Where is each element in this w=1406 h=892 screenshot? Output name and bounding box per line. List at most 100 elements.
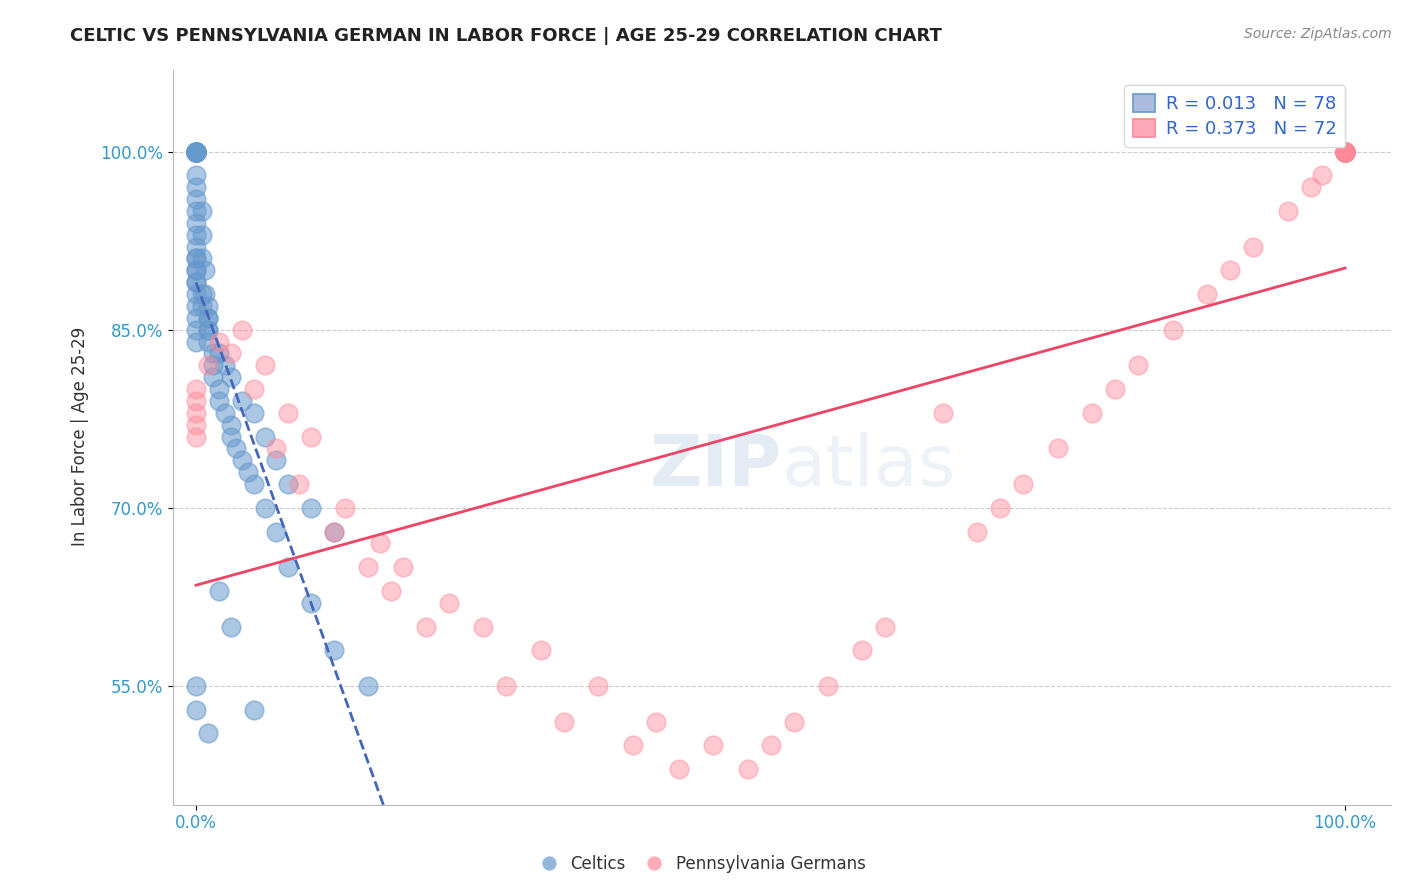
- Point: [932, 406, 955, 420]
- Point: [184, 429, 207, 443]
- Point: [231, 323, 253, 337]
- Point: [184, 145, 207, 159]
- Point: [553, 714, 575, 729]
- Point: [208, 584, 231, 599]
- Point: [197, 299, 219, 313]
- Point: [299, 596, 322, 610]
- Point: [194, 287, 217, 301]
- Point: [759, 739, 782, 753]
- Point: [242, 703, 264, 717]
- Point: [266, 442, 288, 456]
- Point: [1128, 359, 1150, 373]
- Point: [782, 714, 804, 729]
- Point: [1334, 145, 1357, 159]
- Text: Source: ZipAtlas.com: Source: ZipAtlas.com: [1244, 27, 1392, 41]
- Point: [191, 227, 214, 242]
- Point: [208, 334, 231, 349]
- Y-axis label: In Labor Force | Age 25-29: In Labor Force | Age 25-29: [72, 327, 89, 546]
- Point: [1310, 169, 1333, 183]
- Point: [184, 323, 207, 337]
- Point: [191, 299, 214, 313]
- Point: [191, 204, 214, 219]
- Point: [231, 394, 253, 409]
- Point: [202, 346, 225, 360]
- Point: [184, 145, 207, 159]
- Point: [208, 394, 231, 409]
- Point: [851, 643, 873, 657]
- Legend: Celtics, Pennsylvania Germans: Celtics, Pennsylvania Germans: [534, 848, 872, 880]
- Text: atlas: atlas: [782, 432, 956, 500]
- Point: [288, 477, 311, 491]
- Point: [253, 429, 276, 443]
- Point: [368, 536, 391, 550]
- Point: [236, 465, 259, 479]
- Point: [242, 406, 264, 420]
- Point: [392, 560, 415, 574]
- Point: [586, 679, 609, 693]
- Point: [184, 169, 207, 183]
- Point: [1334, 145, 1357, 159]
- Point: [202, 359, 225, 373]
- Point: [1334, 145, 1357, 159]
- Point: [817, 679, 839, 693]
- Point: [184, 287, 207, 301]
- Point: [1161, 323, 1184, 337]
- Point: [1334, 145, 1357, 159]
- Point: [277, 560, 299, 574]
- Point: [1334, 145, 1357, 159]
- Point: [184, 145, 207, 159]
- Point: [197, 323, 219, 337]
- Point: [197, 323, 219, 337]
- Point: [184, 310, 207, 325]
- Point: [380, 584, 402, 599]
- Point: [335, 500, 357, 515]
- Point: [357, 679, 380, 693]
- Point: [1012, 477, 1035, 491]
- Point: [988, 500, 1011, 515]
- Point: [299, 500, 322, 515]
- Point: [1299, 180, 1322, 194]
- Point: [1197, 287, 1219, 301]
- Point: [219, 346, 242, 360]
- Point: [184, 394, 207, 409]
- Point: [242, 382, 264, 396]
- Point: [1334, 145, 1357, 159]
- Point: [197, 726, 219, 740]
- Point: [1334, 145, 1357, 159]
- Point: [415, 619, 437, 633]
- Point: [266, 524, 288, 539]
- Text: CELTIC VS PENNSYLVANIA GERMAN IN LABOR FORCE | AGE 25-29 CORRELATION CHART: CELTIC VS PENNSYLVANIA GERMAN IN LABOR F…: [70, 27, 942, 45]
- Point: [1334, 145, 1357, 159]
- Point: [184, 263, 207, 277]
- Text: ZIP: ZIP: [650, 432, 782, 500]
- Point: [191, 252, 214, 266]
- Point: [231, 453, 253, 467]
- Point: [1334, 145, 1357, 159]
- Point: [242, 477, 264, 491]
- Point: [184, 145, 207, 159]
- Point: [184, 382, 207, 396]
- Point: [1334, 145, 1357, 159]
- Point: [214, 406, 236, 420]
- Point: [1334, 145, 1357, 159]
- Point: [184, 145, 207, 159]
- Point: [184, 334, 207, 349]
- Point: [253, 359, 276, 373]
- Point: [323, 524, 346, 539]
- Point: [197, 334, 219, 349]
- Point: [357, 560, 380, 574]
- Point: [184, 216, 207, 230]
- Point: [184, 145, 207, 159]
- Point: [184, 679, 207, 693]
- Point: [197, 310, 219, 325]
- Point: [184, 180, 207, 194]
- Point: [184, 703, 207, 717]
- Point: [323, 643, 346, 657]
- Point: [1277, 204, 1299, 219]
- Point: [191, 287, 214, 301]
- Point: [219, 370, 242, 384]
- Point: [184, 145, 207, 159]
- Point: [208, 346, 231, 360]
- Point: [1046, 442, 1069, 456]
- Point: [644, 714, 666, 729]
